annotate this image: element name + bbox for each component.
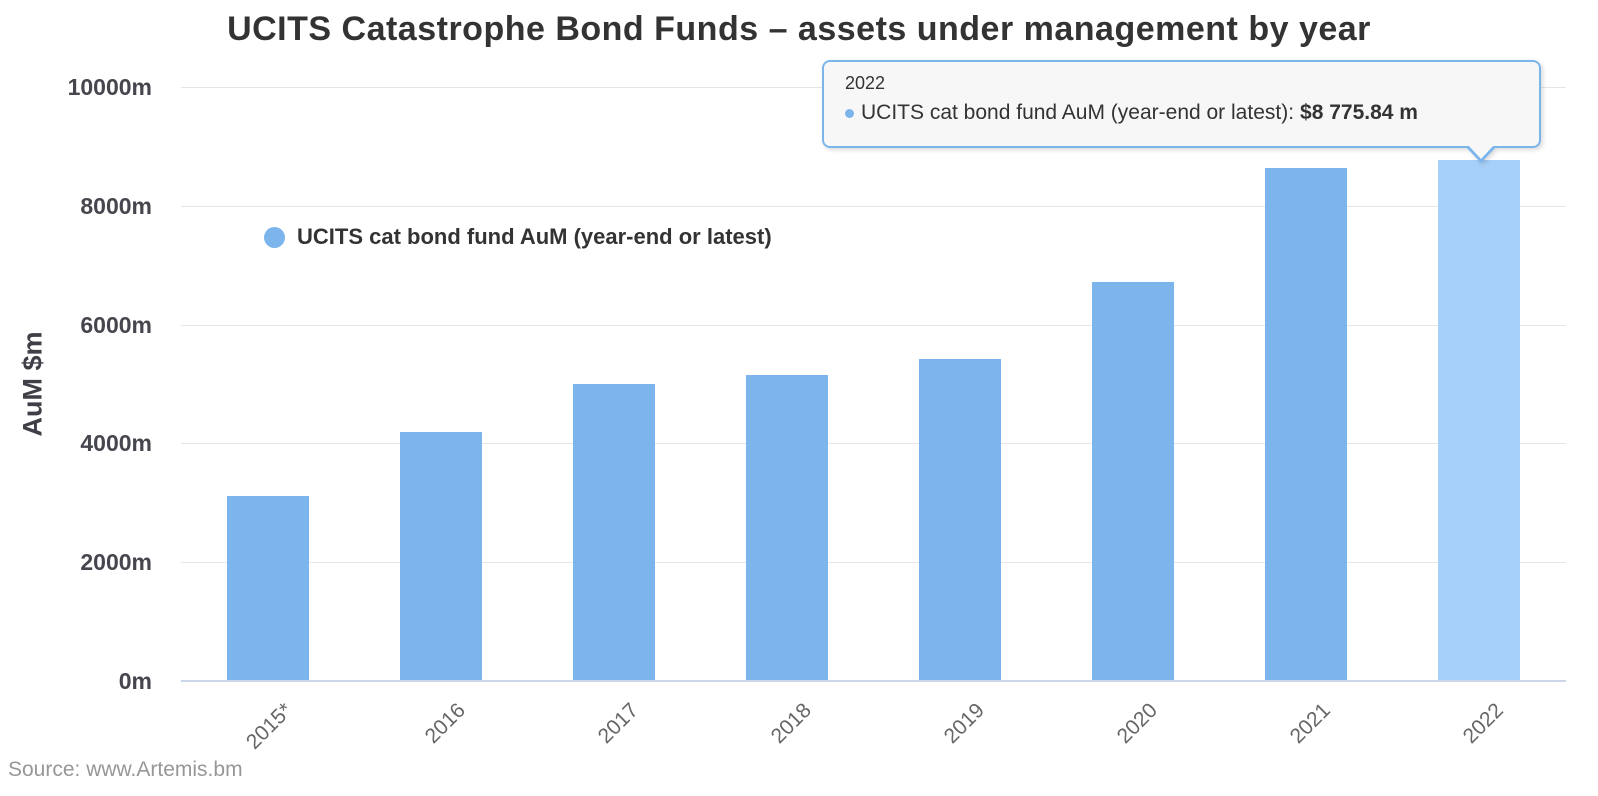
gridline [181, 443, 1566, 445]
bar-2021[interactable] [1265, 167, 1348, 681]
y-axis-title: AuM $m [17, 331, 48, 437]
bar-2022[interactable] [1438, 159, 1521, 681]
tooltip-header: 2022 [845, 73, 886, 93]
y-axis-label: 2000m [80, 549, 152, 576]
source-credit: Source: www.Artemis.bm [8, 758, 243, 781]
y-axis-label: 4000m [80, 430, 152, 457]
tooltip: 2022 UCITS cat bond fund AuM (year-end o… [822, 60, 1541, 163]
bar-2020[interactable] [1092, 281, 1175, 681]
x-axis-label: 2022 [1459, 698, 1509, 749]
bar-2018[interactable] [745, 375, 828, 681]
chart-title: UCITS Catastrophe Bond Funds – assets un… [227, 10, 1371, 48]
x-axis-line [181, 680, 1566, 682]
y-axis-label: 6000m [80, 311, 152, 338]
x-axis-label: 2020 [1112, 698, 1163, 749]
gridline [181, 324, 1566, 326]
y-axis-label: 0m [118, 668, 152, 694]
x-axis-label: 2017 [593, 698, 643, 749]
legend-label: UCITS cat bond fund AuM (year-end or lat… [297, 224, 772, 249]
y-axis-label: 8000m [80, 192, 152, 219]
x-axis-label: 2019 [939, 698, 990, 749]
x-axis-label: 2016 [420, 698, 470, 749]
bar-2017[interactable] [572, 384, 655, 681]
legend-marker-icon [264, 226, 285, 248]
tooltip-series-label: UCITS cat bond fund AuM (year-end or lat… [861, 101, 1295, 124]
series-bullet-icon [845, 108, 854, 118]
legend-item[interactable]: UCITS cat bond fund AuM (year-end or lat… [264, 222, 772, 252]
gridline [181, 562, 1566, 564]
bar-2019[interactable] [919, 359, 1002, 681]
tooltip-row: UCITS cat bond fund AuM (year-end or lat… [845, 101, 1539, 125]
y-axis-label: 10000m [67, 74, 152, 100]
plot-area [181, 87, 1566, 682]
x-axis-label: 2018 [766, 698, 816, 749]
gridline [181, 205, 1566, 207]
tooltip-value: $8 775.84 m [1300, 101, 1418, 124]
bar-2015*[interactable] [226, 496, 309, 681]
bar-2016[interactable] [399, 432, 482, 681]
x-axis-label: 2021 [1285, 698, 1336, 749]
